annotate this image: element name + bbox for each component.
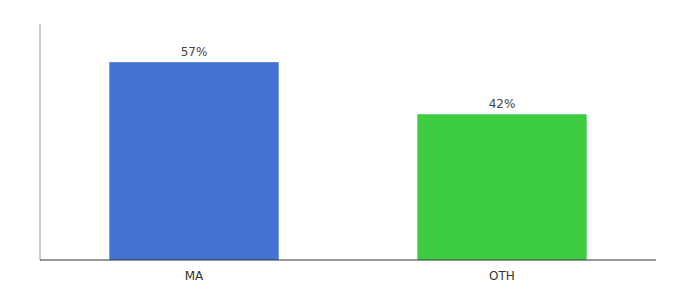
chart-container: 57% 42% MA OTH <box>0 0 680 300</box>
bars <box>109 62 586 260</box>
data-label: 57% <box>181 45 208 59</box>
y-axis-line <box>40 24 41 260</box>
chart-svg: 57% 42% MA OTH <box>0 0 680 300</box>
bar <box>417 114 586 260</box>
x-axis-line <box>40 260 656 261</box>
x-tick-label: OTH <box>489 269 515 283</box>
x-tick-label: MA <box>185 269 204 283</box>
bar <box>109 62 278 260</box>
data-label: 42% <box>489 97 516 111</box>
